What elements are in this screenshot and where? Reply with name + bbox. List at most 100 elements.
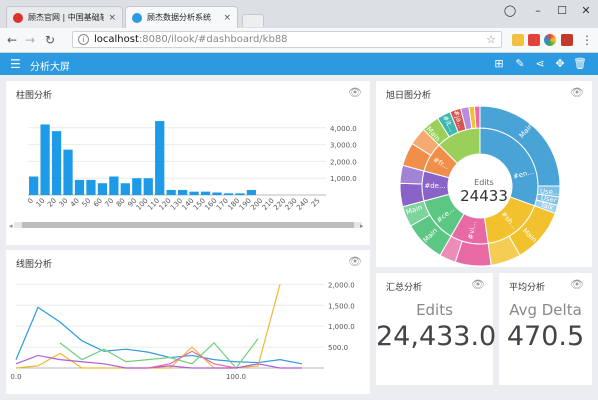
x-tick-label: 0: [26, 197, 35, 206]
x-tick-label: 30: [58, 197, 70, 209]
y-tick-label: 4,000.0: [330, 125, 357, 133]
bar: [178, 189, 188, 195]
summary-value: 24,433.0: [376, 321, 497, 352]
bar: [63, 149, 73, 195]
maximize-icon[interactable]: ☐: [557, 4, 567, 17]
eye-icon[interactable]: 👁: [348, 255, 362, 268]
bar: [51, 131, 62, 195]
bar: [235, 193, 245, 195]
profile-icon[interactable]: ◯: [503, 4, 517, 17]
address-toolbar: ← → ↻ i localhost:8080/ilook/#dashboard/…: [0, 28, 598, 53]
sunburst-label: #de...: [424, 182, 445, 190]
forward-icon[interactable]: →: [24, 33, 36, 47]
summary-label: Edits: [416, 301, 453, 319]
eye-icon[interactable]: 👁: [570, 86, 584, 99]
x-tick-label: 240: [295, 197, 310, 212]
sunburst-label: User: [540, 194, 557, 205]
browser-menu-icon[interactable]: ⋮: [581, 33, 593, 47]
x-tick-label: 100.0: [226, 373, 246, 381]
bar: [86, 179, 96, 195]
series-line: [15, 306, 303, 365]
extension-icon[interactable]: [544, 34, 556, 46]
extension-icon[interactable]: [561, 34, 573, 46]
sunburst-center-value: 24433: [460, 187, 508, 205]
line-chart: 500.0 1,000.0 1,500.0 2,000.0 0.0 100.0: [10, 281, 355, 381]
close-window-icon[interactable]: ✕: [581, 4, 591, 17]
dashboard-area: 柱图分析 👁 1,000.0 2,000.0 3,000.0 4,000.0 0 10 20…: [0, 75, 598, 400]
scroll-right-icon: ▸: [360, 222, 364, 230]
panel-title: 旭日图分析: [386, 91, 432, 101]
x-tick-label: 60: [92, 197, 104, 209]
bar: [200, 191, 211, 195]
bar: [29, 176, 39, 195]
bar: [143, 178, 153, 195]
tab-title: 顾杰官网 | 中国基础软件: [28, 13, 105, 22]
bar: [97, 183, 108, 195]
bar: [223, 193, 234, 195]
sunburst-chart: Main#en...Use...UserTalkMain#sh...#vi...…: [399, 105, 561, 267]
bar: [74, 179, 85, 195]
reload-icon[interactable]: ↻: [44, 33, 56, 47]
browser-tab-official-site[interactable]: 顾杰官网 | 中国基础软件 ×: [6, 6, 123, 28]
panel-title: 汇总分析: [386, 283, 423, 293]
new-tab-button[interactable]: [242, 14, 264, 27]
x-tick-label: 0.0: [10, 373, 21, 381]
eye-icon[interactable]: 👁: [471, 278, 485, 291]
address-host: localhost: [94, 34, 139, 45]
tab-close-icon[interactable]: ×: [223, 12, 231, 23]
sunburst-label: #vi...: [467, 220, 478, 240]
address-field[interactable]: i localhost:8080/ilook/#dashboard/kb88 ☆: [72, 31, 502, 48]
bar: [212, 192, 222, 195]
edit-icon[interactable]: ✎: [515, 57, 525, 70]
hamburger-menu-icon[interactable]: ☰: [10, 57, 21, 71]
y-tick-label: 1,000.0: [330, 175, 357, 183]
extension-icon[interactable]: [528, 34, 540, 46]
minimize-icon[interactable]: –: [535, 4, 541, 17]
y-tick-label: 1,000.0: [328, 323, 355, 331]
x-tick-label: 25: [310, 197, 322, 209]
delete-icon[interactable]: 🗑: [573, 57, 587, 70]
series-line: [59, 338, 259, 369]
move-icon[interactable]: ✥: [555, 57, 565, 70]
y-tick-label: 2,000.0: [330, 158, 357, 166]
average-panel: 平均分析 👁 Avg Delta 470.5: [499, 273, 592, 385]
bar: [246, 189, 257, 195]
sunburst-label: Use...: [540, 187, 560, 197]
sunburst-slice: [473, 105, 481, 129]
sunburst-center-label: Edits: [474, 178, 494, 187]
line-chart-panel: 线图分析 👁 500.0 1,000.0 1,500.0 2,000.0 0.0 100.…: [6, 250, 370, 394]
x-tick-label: 50: [80, 197, 92, 209]
x-tick-label: 80: [115, 197, 127, 209]
eye-icon[interactable]: 👁: [570, 278, 584, 291]
bookmark-star-icon[interactable]: ☆: [486, 33, 496, 46]
tab-title: 顾杰数据分析系统: [147, 13, 211, 22]
y-tick-label: 500.0: [328, 344, 348, 352]
summary-panel: 汇总分析 👁 Edits 24,433.0: [376, 273, 497, 385]
x-tick-label: 90: [126, 197, 138, 209]
site-info-icon[interactable]: i: [78, 34, 89, 45]
app-header: ☰ 分析大屏 ⊞ ✎ ⋖ ✥ 🗑: [0, 53, 598, 75]
address-path: :8080/ilook/#dashboard/kb88: [138, 34, 288, 45]
average-label: Avg Delta: [509, 301, 582, 319]
scroll-left-icon: ◂: [9, 222, 13, 230]
bar: [132, 178, 142, 195]
browser-tab-analytics[interactable]: 顾杰数据分析系统 ×: [125, 6, 238, 28]
share-icon[interactable]: ⋖: [535, 57, 545, 70]
eye-icon[interactable]: 👁: [348, 86, 362, 99]
back-icon[interactable]: ←: [6, 33, 18, 47]
x-tick-label: 70: [103, 197, 115, 209]
bar-chart: 1,000.0 2,000.0 3,000.0 4,000.0 0 10 20 30 40 50 6…: [9, 121, 364, 230]
average-value: 470.5: [506, 321, 585, 352]
sunburst-panel: 旭日图分析 👁 Main #en... Use... User Talk Main #sh.…: [376, 81, 592, 267]
extension-icon[interactable]: [512, 34, 524, 46]
y-tick-label: 2,000.0: [328, 281, 355, 289]
app-favicon-icon: [132, 12, 142, 23]
panel-title: 柱图分析: [16, 91, 53, 101]
bar: [166, 189, 176, 195]
x-tick-label: 40: [69, 197, 81, 209]
series-line: [147, 350, 237, 369]
bar: [40, 124, 50, 195]
bar: [109, 176, 119, 195]
add-icon[interactable]: ⊞: [494, 57, 504, 70]
tab-close-icon[interactable]: ×: [108, 12, 116, 23]
